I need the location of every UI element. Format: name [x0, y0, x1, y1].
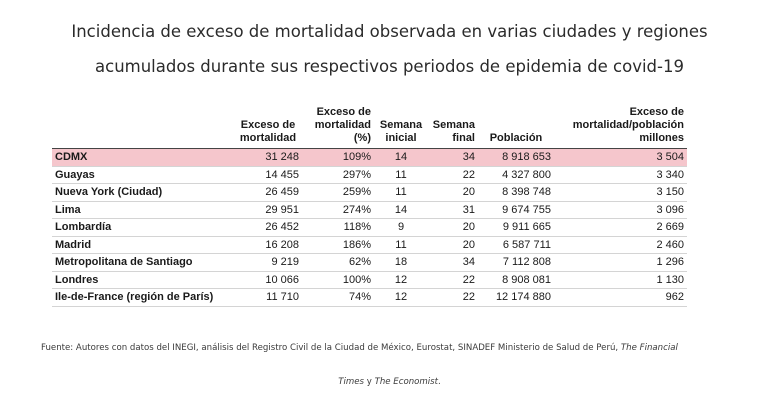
cell-semana-inicial: 14 [374, 148, 428, 167]
cell-exceso-poblacion: 3 504 [554, 148, 687, 167]
cell-exceso-pct: 109% [302, 148, 374, 167]
cell-region: Lombardía [52, 218, 234, 237]
cell-semana-final: 20 [428, 183, 478, 202]
cell-exceso-pct: 297% [302, 166, 374, 184]
cell-poblacion: 4 327 800 [478, 166, 554, 184]
header-exceso-poblacion-text: Exceso de mortalidad/población millones [572, 106, 684, 144]
cell-region: Guayas [52, 166, 234, 184]
cell-poblacion: 8 918 653 [478, 148, 554, 167]
cell-exceso: 10 066 [234, 271, 302, 289]
cell-poblacion: 9 911 665 [478, 218, 554, 237]
cell-exceso: 9 219 [234, 253, 302, 272]
cell-semana-final: 22 [428, 166, 478, 184]
cell-exceso-poblacion: 1 130 [554, 271, 687, 289]
cell-poblacion: 9 674 755 [478, 201, 554, 219]
cell-exceso-pct: 118% [302, 218, 374, 237]
cell-semana-inicial: 11 [374, 183, 428, 202]
cell-exceso: 26 452 [234, 218, 302, 237]
source-italic-1: The Financial [620, 343, 678, 353]
header-region [52, 106, 234, 149]
cell-exceso-poblacion: 3 096 [554, 201, 687, 219]
cell-semana-final: 20 [428, 218, 478, 237]
cell-exceso: 29 951 [234, 201, 302, 219]
source-period: . [438, 377, 441, 387]
cell-semana-inicial: 9 [374, 218, 428, 237]
table-row: Londres 10 066 100% 12 22 8 908 081 1 130 [52, 271, 687, 289]
cell-exceso-poblacion: 3 150 [554, 183, 687, 202]
cell-exceso: 11 710 [234, 288, 302, 307]
table-row: Guayas 14 455 297% 11 22 4 327 800 3 340 [52, 166, 687, 184]
cell-poblacion: 8 908 081 [478, 271, 554, 289]
cell-exceso-poblacion: 3 340 [554, 166, 687, 184]
cell-exceso: 14 455 [234, 166, 302, 184]
cell-exceso-pct: 74% [302, 288, 374, 307]
table-row: Metropolitana de Santiago 9 219 62% 18 34 7 1… [52, 253, 687, 272]
table-row: Madrid 16 208 186% 11 20 6 587 711 2 460 [52, 236, 687, 254]
cell-semana-final: 20 [428, 236, 478, 254]
cell-exceso-pct: 186% [302, 236, 374, 254]
source-y: y [364, 377, 375, 387]
table-row: CDMX 31 248 109% 14 34 8 918 653 3 504 [52, 148, 687, 167]
header-poblacion: Población [478, 106, 554, 149]
source-text: Fuente: Autores con datos del INEGI, aná… [41, 343, 621, 353]
cell-semana-inicial: 11 [374, 166, 428, 184]
cell-semana-final: 31 [428, 201, 478, 219]
cell-semana-final: 22 [428, 288, 478, 307]
header-exceso-pct-text: Exceso de mortalidad (%) [314, 106, 371, 144]
cell-semana-inicial: 11 [374, 236, 428, 254]
cell-exceso-pct: 62% [302, 253, 374, 272]
header-exceso-poblacion: Exceso de mortalidad/población millones [554, 106, 687, 149]
cell-region: Ile-de-France (región de París) [52, 288, 234, 307]
header-exceso-text: Exceso de mortalidad [239, 119, 297, 144]
cell-region: Nueva York (Ciudad) [52, 183, 234, 202]
cell-semana-final: 34 [428, 148, 478, 167]
header-semana-final: Semana final [428, 106, 478, 149]
cell-semana-inicial: 12 [374, 288, 428, 307]
cell-poblacion: 6 587 711 [478, 236, 554, 254]
cell-region: Metropolitana de Santiago [52, 253, 234, 272]
cell-semana-final: 34 [428, 253, 478, 272]
mortality-table: Exceso de mortalidad Exceso de mortalida… [52, 106, 687, 307]
cell-exceso-pct: 259% [302, 183, 374, 202]
cell-poblacion: 12 174 880 [478, 288, 554, 307]
cell-poblacion: 7 112 808 [478, 253, 554, 272]
cell-semana-inicial: 14 [374, 201, 428, 219]
cell-region: CDMX [52, 148, 234, 167]
source-note-line-1: Fuente: Autores con datos del INEGI, aná… [41, 343, 678, 353]
table-row: Lombardía 26 452 118% 9 20 9 911 665 2 669 [52, 218, 687, 237]
cell-region: Lima [52, 201, 234, 219]
cell-poblacion: 8 398 748 [478, 183, 554, 202]
table-row: Lima 29 951 274% 14 31 9 674 755 3 096 [52, 201, 687, 219]
header-semana-inicial-text: Semana inicial [379, 119, 423, 144]
cell-exceso: 16 208 [234, 236, 302, 254]
cell-exceso-poblacion: 2 460 [554, 236, 687, 254]
cell-region: Madrid [52, 236, 234, 254]
table-header-row: Exceso de mortalidad Exceso de mortalida… [52, 106, 687, 149]
header-exceso: Exceso de mortalidad [234, 106, 302, 149]
title-line-1: Incidencia de exceso de mortalidad obser… [71, 22, 708, 41]
cell-exceso-pct: 274% [302, 201, 374, 219]
source-italic-economist: The Economist [374, 377, 439, 387]
source-note-line-2: Times y The Economist. [0, 377, 779, 387]
cell-exceso-poblacion: 1 296 [554, 253, 687, 272]
cell-semana-inicial: 18 [374, 253, 428, 272]
cell-exceso: 26 459 [234, 183, 302, 202]
table-row: Ile-de-France (región de París) 11 710 74%… [52, 288, 687, 307]
header-semana-inicial: Semana inicial [374, 106, 428, 149]
cell-region: Londres [52, 271, 234, 289]
cell-exceso-poblacion: 2 669 [554, 218, 687, 237]
cell-exceso: 31 248 [234, 148, 302, 167]
table-row: Nueva York (Ciudad) 26 459 259% 11 20 8 398 7… [52, 183, 687, 202]
cell-exceso-pct: 100% [302, 271, 374, 289]
cell-semana-final: 22 [428, 271, 478, 289]
cell-semana-inicial: 12 [374, 271, 428, 289]
header-semana-final-text: Semana final [432, 119, 475, 144]
cell-exceso-poblacion: 962 [554, 288, 687, 307]
header-exceso-pct: Exceso de mortalidad (%) [302, 106, 374, 149]
title-line-2: acumulados durante sus respectivos perio… [95, 57, 684, 76]
source-italic-times: Times [338, 377, 365, 387]
